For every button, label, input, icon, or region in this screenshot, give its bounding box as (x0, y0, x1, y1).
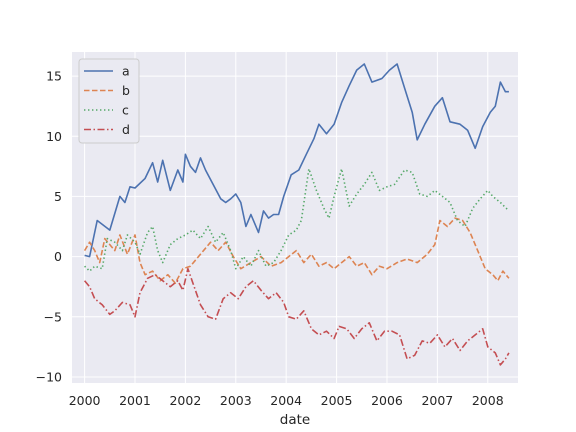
plot-background (72, 52, 518, 383)
y-tick-label: −5 (44, 309, 62, 324)
x-axis-label: date (280, 412, 310, 428)
x-tick-label: 2005 (321, 393, 353, 408)
x-axis-ticks: 2000 2001 2002 2003 2004 2005 2006 2007 2008 (69, 393, 504, 408)
x-tick-label: 2006 (371, 393, 403, 408)
x-tick-label: 2003 (220, 393, 252, 408)
x-tick-label: 2008 (472, 393, 504, 408)
y-axis-ticks: −10 −5 0 5 10 15 (36, 69, 62, 385)
legend-box (78, 58, 140, 144)
series-line-a (84, 63, 509, 258)
x-tick-label: 2000 (69, 393, 101, 408)
y-tick-label: 0 (54, 249, 62, 264)
x-tick-label: 2002 (169, 393, 201, 408)
y-tick-label: 10 (46, 129, 62, 144)
legend-label-d: d (122, 122, 130, 137)
x-tick-label: 2007 (421, 393, 453, 408)
series-layer (83, 63, 510, 366)
x-tick-label: 2001 (119, 393, 151, 408)
y-tick-label: 5 (54, 189, 62, 204)
series-line-b (83, 217, 510, 284)
x-tick-label: 2004 (270, 393, 302, 408)
y-tick-label: −10 (36, 369, 62, 384)
grid-lines (72, 52, 518, 383)
y-tick-label: 15 (46, 69, 62, 84)
legend-label-c: c (122, 103, 129, 118)
legend-label-a: a (122, 64, 130, 79)
series-line-d (83, 267, 510, 366)
legend-label-b: b (122, 83, 130, 98)
